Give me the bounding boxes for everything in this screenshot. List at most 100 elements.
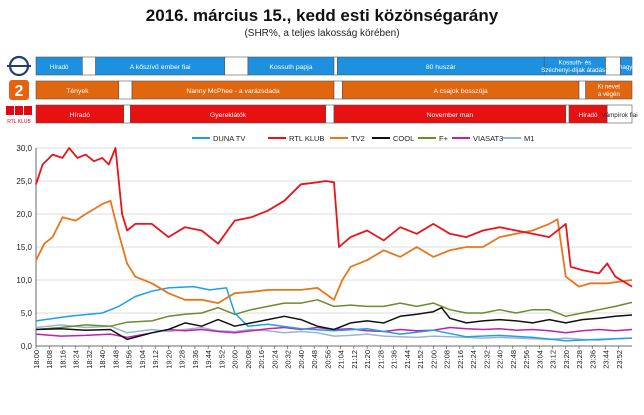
x-tick-label: 23:04 — [535, 350, 544, 369]
x-tick-label: 20:00 — [231, 350, 240, 369]
x-tick-label: 23:36 — [588, 350, 597, 369]
x-tick-label: 22:32 — [482, 350, 491, 369]
y-tick-label: 0,0 — [21, 342, 33, 351]
program-block — [333, 56, 338, 76]
tv2-logo-text: 2 — [15, 83, 24, 100]
program-label: a végén — [598, 91, 621, 98]
y-tick-label: 5,0 — [21, 309, 33, 318]
y-tick-label: 20,0 — [16, 210, 32, 219]
rtl-logo-text: RTL KLUB — [7, 119, 31, 125]
x-tick-label: 19:04 — [138, 350, 147, 369]
x-tick-label: 23:44 — [602, 350, 611, 369]
program-label: Vámpírok fiai — [602, 112, 638, 119]
program-block — [565, 104, 570, 124]
x-tick-label: 23:20 — [562, 350, 571, 369]
program-label: A nagyok — [613, 64, 639, 71]
x-tick-label: 18:24 — [72, 350, 81, 369]
x-tick-label: 18:40 — [98, 350, 107, 369]
program-block — [123, 104, 131, 124]
x-tick-label: 22:00 — [429, 350, 438, 369]
series-line — [35, 285, 633, 342]
program-label: Nanny McPhee - a varázsdada — [186, 88, 280, 95]
program-block — [224, 56, 249, 76]
program-block — [578, 80, 586, 100]
x-tick-label: 18:16 — [58, 350, 67, 369]
series-line — [35, 147, 633, 288]
tv2-logo-icon: 2 — [9, 80, 29, 100]
legend-label: TV2 — [351, 134, 365, 143]
x-tick-label: 21:04 — [337, 350, 346, 369]
y-tick-label: 10,0 — [16, 276, 32, 285]
x-tick-label: 22:48 — [509, 350, 518, 369]
chart-title: 2016. március 15., kedd esti közönségará… — [145, 6, 499, 25]
series-line — [35, 299, 633, 331]
m1-logo-icon — [7, 55, 31, 77]
rtl-logo-icon: RTL KLUB — [6, 106, 32, 125]
x-tick-label: 21:36 — [390, 350, 399, 369]
legend-label: DUNA TV — [213, 134, 245, 143]
x-tick-label: 20:40 — [297, 350, 306, 369]
program-block — [620, 56, 633, 76]
y-tick-label: 15,0 — [16, 243, 32, 252]
program-label: Kossuth- és — [559, 60, 592, 67]
x-tick-label: 21:20 — [363, 350, 372, 369]
program-label: Ki nevet — [598, 84, 621, 91]
x-tick-label: 18:00 — [32, 350, 41, 369]
x-tick-label: 22:16 — [456, 350, 465, 369]
x-tick-label: 19:44 — [204, 350, 213, 369]
x-tick-label: 20:56 — [323, 350, 332, 369]
legend-label: VIASAT3 — [473, 134, 503, 143]
x-tick-label: 21:52 — [416, 350, 425, 369]
x-tick-label: 18:56 — [125, 350, 134, 369]
legend-label: M1 — [524, 134, 534, 143]
y-tick-label: 25,0 — [16, 177, 32, 186]
x-tick-label: 18:08 — [45, 350, 54, 369]
program-label: Kossuth papja — [269, 64, 312, 71]
program-label: Széchenyi-díjak átadása — [541, 67, 609, 74]
program-label: Gyereklátók — [210, 112, 247, 119]
x-tick-label: 20:32 — [284, 350, 293, 369]
x-tick-label: 22:08 — [443, 350, 452, 369]
x-tick-label: 18:48 — [111, 350, 120, 369]
legend-label: RTL KLUB — [289, 134, 324, 143]
series-line — [35, 306, 633, 341]
x-tick-label: 23:12 — [549, 350, 558, 369]
program-block — [333, 80, 343, 100]
x-tick-label: 20:08 — [244, 350, 253, 369]
x-tick-label: 20:48 — [310, 350, 319, 369]
program-block — [606, 104, 633, 124]
x-tick-label: 20:24 — [270, 350, 279, 369]
legend-label: F+ — [439, 134, 449, 143]
x-tick-label: 23:28 — [575, 350, 584, 369]
y-tick-label: 30,0 — [16, 144, 32, 153]
x-tick-label: 19:52 — [217, 350, 226, 369]
x-tick-label: 22:56 — [522, 350, 531, 369]
chart-subtitle: (SHR%, a teljes lakosság körében) — [244, 28, 400, 39]
program-block — [82, 56, 96, 76]
x-tick-label: 20:16 — [257, 350, 266, 369]
series-line — [35, 199, 633, 305]
x-tick-label: 23:52 — [615, 350, 624, 369]
x-tick-label: 19:12 — [151, 350, 160, 369]
x-tick-label: 19:20 — [164, 350, 173, 369]
x-tick-label: 21:12 — [350, 350, 359, 369]
x-tick-label: 22:40 — [496, 350, 505, 369]
program-label: Híradó — [70, 112, 91, 119]
program-label: A csajok bosszúja — [434, 88, 488, 95]
program-block — [118, 80, 133, 100]
program-block — [585, 80, 633, 100]
program-label: November man — [427, 112, 474, 119]
program-label: Híradó — [50, 64, 69, 71]
x-tick-label: 18:32 — [85, 350, 94, 369]
legend-label: COOL — [393, 134, 414, 143]
x-tick-label: 22:24 — [469, 350, 478, 369]
program-label: A kőszívű ember fiai — [130, 64, 191, 71]
x-tick-label: 21:28 — [376, 350, 385, 369]
program-label: Tények — [66, 88, 89, 95]
x-tick-label: 21:44 — [403, 350, 412, 369]
program-label: 80 huszár — [426, 64, 457, 71]
x-tick-label: 19:28 — [178, 350, 187, 369]
program-label: Híradó — [579, 112, 598, 119]
program-block — [325, 104, 335, 124]
